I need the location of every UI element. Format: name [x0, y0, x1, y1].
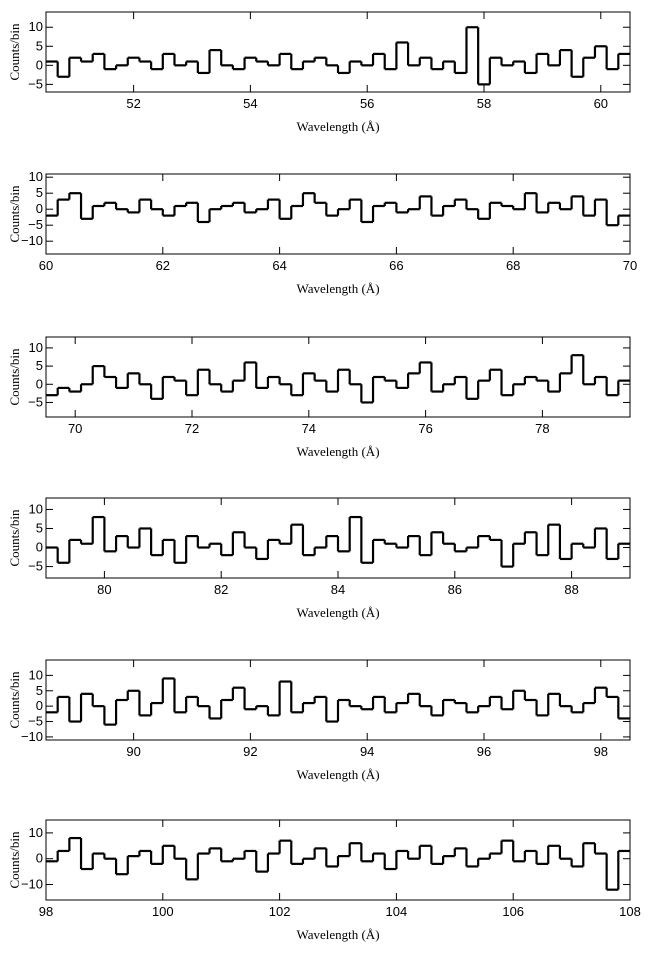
y-tick-label: −5 [28, 559, 43, 574]
plot-frame [45, 659, 631, 741]
x-axis-label: Wavelength (Å) [296, 767, 379, 782]
x-axis-label: Wavelength (Å) [296, 605, 379, 620]
y-tick-label: 0 [36, 201, 43, 216]
x-tick-label: 62 [156, 258, 170, 273]
x-tick-label: 104 [386, 904, 408, 919]
y-axis-label: Counts/bin [7, 831, 22, 889]
x-tick-label: 108 [619, 904, 641, 919]
y-tick-label: 10 [29, 501, 43, 516]
plot-frame [45, 819, 631, 901]
x-tick-label: 84 [331, 582, 345, 597]
x-axis-label: Wavelength (Å) [296, 281, 379, 296]
y-tick-label: −5 [28, 76, 43, 91]
y-tick-label: 0 [36, 851, 43, 866]
y-tick-label: 0 [36, 376, 43, 391]
y-tick-label: −10 [21, 729, 43, 744]
x-tick-label: 72 [185, 421, 199, 436]
y-tick-label: 0 [36, 57, 43, 72]
x-tick-label: 70 [623, 258, 637, 273]
x-tick-label: 60 [594, 96, 608, 111]
y-tick-label: 5 [36, 683, 43, 698]
x-tick-label: 90 [126, 744, 140, 759]
x-tick-label: 56 [360, 96, 374, 111]
y-tick-label: −5 [28, 217, 43, 232]
x-tick-label: 80 [97, 582, 111, 597]
y-tick-label: 0 [36, 698, 43, 713]
y-tick-label: 10 [29, 169, 43, 184]
x-tick-label: 76 [418, 421, 432, 436]
x-tick-label: 100 [152, 904, 174, 919]
x-tick-label: 92 [243, 744, 257, 759]
y-tick-label: −5 [28, 394, 43, 409]
x-axis-label: Wavelength (Å) [296, 444, 379, 459]
x-tick-label: 64 [272, 258, 286, 273]
x-tick-label: 94 [360, 744, 374, 759]
y-tick-label: 10 [29, 19, 43, 34]
plot-frame [45, 173, 631, 255]
y-tick-label: −10 [21, 877, 43, 892]
x-tick-label: 98 [594, 744, 608, 759]
x-tick-label: 98 [39, 904, 53, 919]
y-tick-label: 10 [29, 340, 43, 355]
y-tick-label: 0 [36, 540, 43, 555]
y-axis-label: Counts/bin [7, 671, 22, 729]
x-tick-label: 88 [564, 582, 578, 597]
x-tick-label: 70 [68, 421, 82, 436]
x-tick-label: 54 [243, 96, 257, 111]
y-tick-label: 5 [36, 185, 43, 200]
x-tick-label: 52 [126, 96, 140, 111]
y-tick-label: 5 [36, 358, 43, 373]
y-axis-label: Counts/bin [7, 185, 22, 243]
y-tick-label: 10 [29, 825, 43, 840]
x-tick-label: 102 [269, 904, 291, 919]
y-axis-label: Counts/bin [7, 23, 22, 81]
y-tick-label: −10 [21, 233, 43, 248]
x-tick-label: 82 [214, 582, 228, 597]
x-axis-label: Wavelength (Å) [296, 927, 379, 942]
x-tick-label: 96 [477, 744, 491, 759]
plot-frame [45, 11, 631, 93]
x-tick-label: 74 [302, 421, 316, 436]
x-axis-label: Wavelength (Å) [296, 119, 379, 134]
y-tick-label: 10 [29, 667, 43, 682]
x-tick-label: 60 [39, 258, 53, 273]
y-axis-label: Counts/bin [7, 348, 22, 406]
x-tick-label: 78 [535, 421, 549, 436]
x-tick-label: 68 [506, 258, 520, 273]
y-tick-label: 5 [36, 520, 43, 535]
y-axis-label: Counts/bin [7, 509, 22, 567]
y-tick-label: 5 [36, 38, 43, 53]
x-tick-label: 106 [502, 904, 524, 919]
x-tick-label: 58 [477, 96, 491, 111]
x-tick-label: 66 [389, 258, 403, 273]
y-tick-label: −5 [28, 714, 43, 729]
x-tick-label: 86 [448, 582, 462, 597]
plot-frame [45, 336, 631, 418]
